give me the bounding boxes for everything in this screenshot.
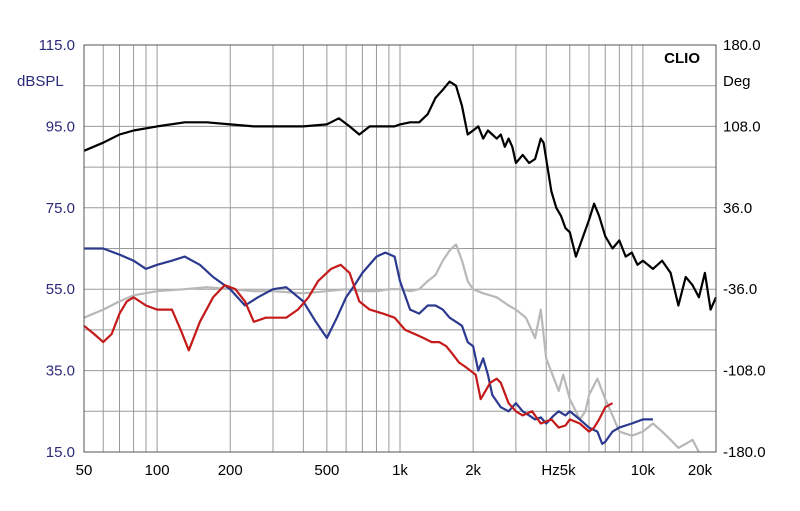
x-tick-label: 2k — [465, 462, 481, 479]
left-tick-label: 95.0 — [46, 118, 75, 135]
x-tick-label: 1k — [392, 462, 408, 479]
left-axis: 115.0 95.0 75.0 55.0 35.0 15.0 — [39, 37, 75, 461]
right-tick-label: 36.0 — [723, 200, 752, 217]
x-axis: 50 100 200 500 1k 2k 5k 10k 20k Hz — [76, 462, 713, 479]
brand-label: CLIO — [664, 50, 700, 67]
left-tick-label: 55.0 — [46, 281, 75, 298]
x-tick-label: 20k — [688, 462, 713, 479]
series-line-2 — [84, 247, 653, 445]
right-tick-label: -180.0 — [723, 444, 766, 461]
left-tick-label: 115.0 — [39, 37, 75, 54]
x-axis-label: Hz — [541, 462, 559, 479]
left-axis-label: dBSPL — [17, 73, 64, 90]
right-tick-label: 108.0 — [723, 118, 761, 135]
x-tick-label: 200 — [218, 462, 243, 479]
right-tick-label: -108.0 — [723, 363, 766, 380]
series-group — [83, 80, 718, 453]
left-tick-label: 35.0 — [46, 363, 75, 380]
x-tick-label: 5k — [560, 462, 576, 479]
right-axis-label: Deg — [723, 73, 751, 90]
x-tick-label: 100 — [145, 462, 170, 479]
left-tick-label: 75.0 — [46, 200, 75, 217]
x-tick-label: 10k — [631, 462, 656, 479]
series-line-3 — [83, 263, 614, 433]
series-line-1 — [83, 80, 718, 311]
right-tick-label: 180.0 — [723, 37, 761, 54]
right-tick-label: -36.0 — [723, 281, 757, 298]
x-tick-label: 50 — [76, 462, 93, 479]
right-axis: 180.0 108.0 36.0 -36.0 -108.0 -180.0 — [723, 37, 766, 461]
grid — [83, 44, 717, 453]
series-line-0 — [83, 243, 700, 453]
plot-frame — [83, 44, 717, 453]
left-tick-label: 15.0 — [46, 444, 75, 461]
x-tick-label: 500 — [314, 462, 339, 479]
